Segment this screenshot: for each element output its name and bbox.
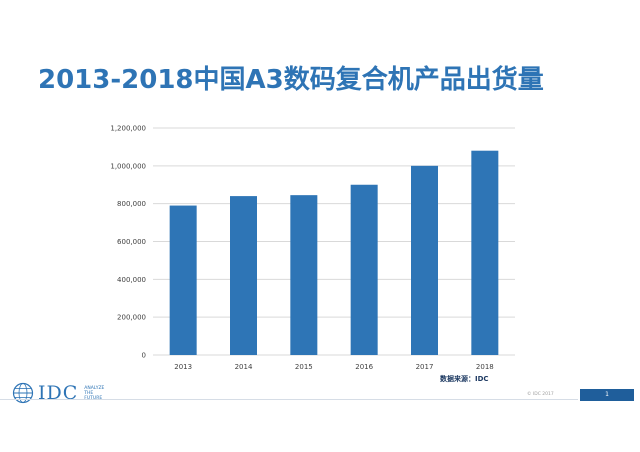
idc-logo: IDC ANALYZE THE FUTURE (12, 382, 124, 404)
x-tick-label: 2018 (476, 363, 494, 371)
x-tick-label: 2014 (235, 363, 253, 371)
y-tick-label: 0 (142, 352, 146, 360)
bar-2017 (411, 165, 438, 355)
page-number: 1 (580, 389, 634, 401)
x-tick-label: 2017 (416, 363, 434, 371)
bar-2013 (169, 205, 197, 355)
y-tick-label: 200,000 (117, 314, 146, 322)
bar-2014 (230, 196, 257, 355)
x-tick-label: 2016 (355, 363, 373, 371)
x-tick-label: 2013 (174, 363, 192, 371)
bar-2018 (471, 150, 499, 355)
footer-divider (0, 399, 578, 400)
y-axis-ticks: 0 200,000 400,000 600,000 800,000 1,000,000 1,… (110, 125, 146, 360)
logo-wordmark: IDC (38, 382, 79, 404)
data-source-note: 数据来源：IDC (440, 375, 489, 383)
logo-tagline-line: THE (84, 390, 94, 396)
bar-2016 (350, 184, 378, 355)
y-tick-label: 400,000 (117, 276, 146, 284)
page-title: 2013-2018中国A3数码复合机产品出货量 (38, 65, 544, 95)
x-tick-label: 2015 (295, 363, 313, 371)
logo-tagline-line: FUTURE (84, 395, 103, 401)
bars (169, 150, 499, 355)
globe-icon (12, 382, 34, 404)
gridlines (153, 127, 515, 356)
logo-tagline: ANALYZE THE FUTURE (84, 386, 124, 401)
y-tick-label: 1,000,000 (110, 162, 146, 170)
y-tick-label: 800,000 (117, 200, 146, 208)
x-axis-ticks: 2013 2014 2015 2016 2017 2018 (174, 363, 493, 371)
copyright-note: © IDC 2017 (527, 392, 554, 397)
bar-2015 (290, 195, 318, 355)
logo-tagline-line: ANALYZE (84, 385, 105, 391)
y-tick-label: 600,000 (117, 238, 146, 246)
y-tick-label: 1,200,000 (110, 125, 146, 133)
